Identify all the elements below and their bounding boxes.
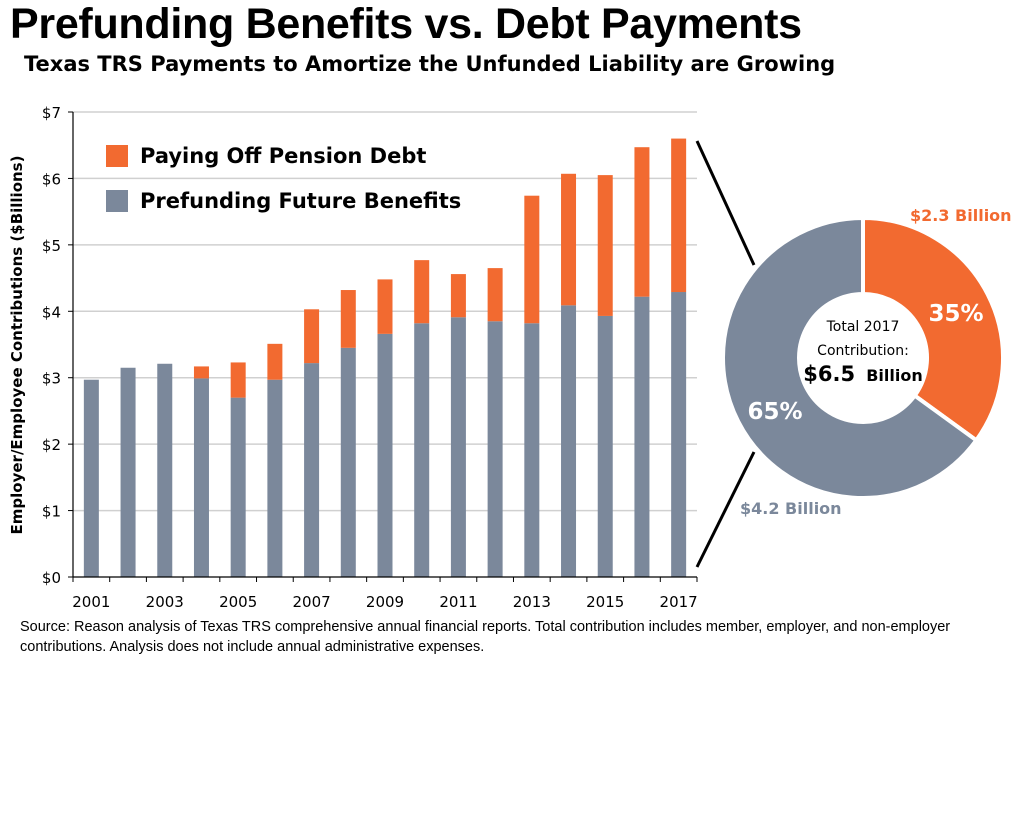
y-tick-label: $0 bbox=[42, 569, 61, 587]
bar-prefund-2005 bbox=[230, 397, 246, 577]
x-tick-label: 2007 bbox=[292, 593, 330, 610]
bar-debt-2007 bbox=[304, 309, 320, 364]
bar-prefund-2014 bbox=[561, 305, 577, 577]
donut-center-line1: Total 2017 bbox=[826, 319, 900, 335]
bar-prefund-2015 bbox=[597, 315, 613, 577]
donut-center-amount: $6.5 bbox=[803, 362, 855, 386]
chart-subtitle: Texas TRS Payments to Amortize the Unfun… bbox=[24, 52, 836, 76]
x-tick-label: 2011 bbox=[439, 593, 477, 610]
bar-prefund-2017 bbox=[671, 292, 687, 577]
x-tick-label: 2013 bbox=[513, 593, 551, 610]
legend: Paying Off Pension Debt Prefunding Futur… bbox=[106, 144, 461, 213]
x-tick-label: 2009 bbox=[366, 593, 404, 610]
connector-line-top bbox=[695, 140, 756, 266]
legend-swatch-prefund bbox=[106, 190, 128, 212]
y-tick-label: $2 bbox=[42, 436, 61, 454]
bar-debt-2016 bbox=[634, 147, 650, 297]
x-tick-label: 2017 bbox=[660, 593, 698, 610]
donut-slice-prefund bbox=[721, 215, 980, 500]
bar-prefund-2004 bbox=[193, 378, 209, 577]
chart-title: Prefunding Benefits vs. Debt Payments bbox=[10, 0, 802, 48]
donut-labels: $2.3 Billion $4.2 Billion 35% 65% Total … bbox=[740, 206, 1012, 518]
y-axis-label: Employer/Employee Contributions ($Billio… bbox=[8, 156, 26, 535]
donut-slice-debt bbox=[861, 215, 1005, 444]
bar-debt-2005 bbox=[230, 362, 246, 398]
x-tick-label: 2003 bbox=[146, 593, 184, 610]
bar-debt-2013 bbox=[524, 195, 540, 324]
legend-label-debt: Paying Off Pension Debt bbox=[140, 144, 426, 168]
bar-debt-2006 bbox=[267, 343, 283, 380]
bar-prefund-2001 bbox=[83, 379, 99, 577]
y-tick-label: $7 bbox=[42, 104, 61, 122]
y-tick-label: $3 bbox=[42, 370, 61, 388]
source-note: Source: Reason analysis of Texas TRS com… bbox=[20, 619, 951, 655]
bar-prefund-2013 bbox=[524, 323, 540, 577]
legend-label-prefund: Prefunding Future Benefits bbox=[140, 189, 461, 213]
x-tick-label: 2001 bbox=[72, 593, 110, 610]
bar-debt-2011 bbox=[450, 274, 466, 318]
connector-line-bottom bbox=[695, 451, 756, 568]
bar-prefund-2010 bbox=[414, 323, 430, 577]
bar-debt-2008 bbox=[340, 290, 356, 348]
bar-prefund-2002 bbox=[120, 367, 136, 577]
bar-debt-2017 bbox=[671, 138, 687, 293]
y-tick-label: $6 bbox=[42, 170, 61, 188]
chart-area: $0 $1 $2 $3 $4 $5 $6 $7 2001 2003 2005 2007 2009 2011… bbox=[8, 104, 1012, 610]
bar-debt-2014 bbox=[561, 173, 577, 306]
bars bbox=[83, 138, 687, 577]
donut-center-unit: Billion bbox=[866, 366, 923, 385]
donut-slice-label-debt: 35% bbox=[928, 301, 983, 327]
axes: $0 $1 $2 $3 $4 $5 $6 $7 2001 2003 2005 2007 2009 2011… bbox=[42, 104, 698, 610]
bar-prefund-2008 bbox=[340, 347, 356, 577]
donut-slice-label-prefund: 65% bbox=[747, 399, 802, 425]
bar-prefund-2016 bbox=[634, 296, 650, 577]
bar-debt-2004 bbox=[193, 366, 209, 379]
bar-debt-2009 bbox=[377, 279, 393, 334]
connector-lines bbox=[695, 140, 756, 568]
bar-prefund-2012 bbox=[487, 321, 503, 577]
bar-debt-2012 bbox=[487, 268, 503, 322]
x-tick-label: 2005 bbox=[219, 593, 257, 610]
y-tick-label: $1 bbox=[42, 503, 61, 521]
bar-prefund-2009 bbox=[377, 333, 393, 577]
donut-center-total: $6.5 Billion bbox=[803, 362, 922, 386]
donut-center-line2: Contribution: bbox=[817, 343, 909, 359]
bar-prefund-2006 bbox=[267, 379, 283, 577]
bar-prefund-2007 bbox=[304, 363, 320, 577]
x-tick-label: 2015 bbox=[586, 593, 624, 610]
legend-swatch-debt bbox=[106, 145, 128, 167]
y-tick-label: $5 bbox=[42, 237, 61, 255]
donut-value-label-debt: $2.3 Billion bbox=[910, 206, 1012, 225]
bar-debt-2015 bbox=[597, 175, 613, 316]
donut-value-label-prefund: $4.2 Billion bbox=[740, 499, 842, 518]
bar-debt-2010 bbox=[414, 260, 430, 324]
donut-chart bbox=[721, 215, 1005, 500]
bar-prefund-2011 bbox=[450, 317, 466, 577]
y-tick-label: $4 bbox=[42, 303, 61, 321]
bar-prefund-2003 bbox=[157, 363, 173, 577]
